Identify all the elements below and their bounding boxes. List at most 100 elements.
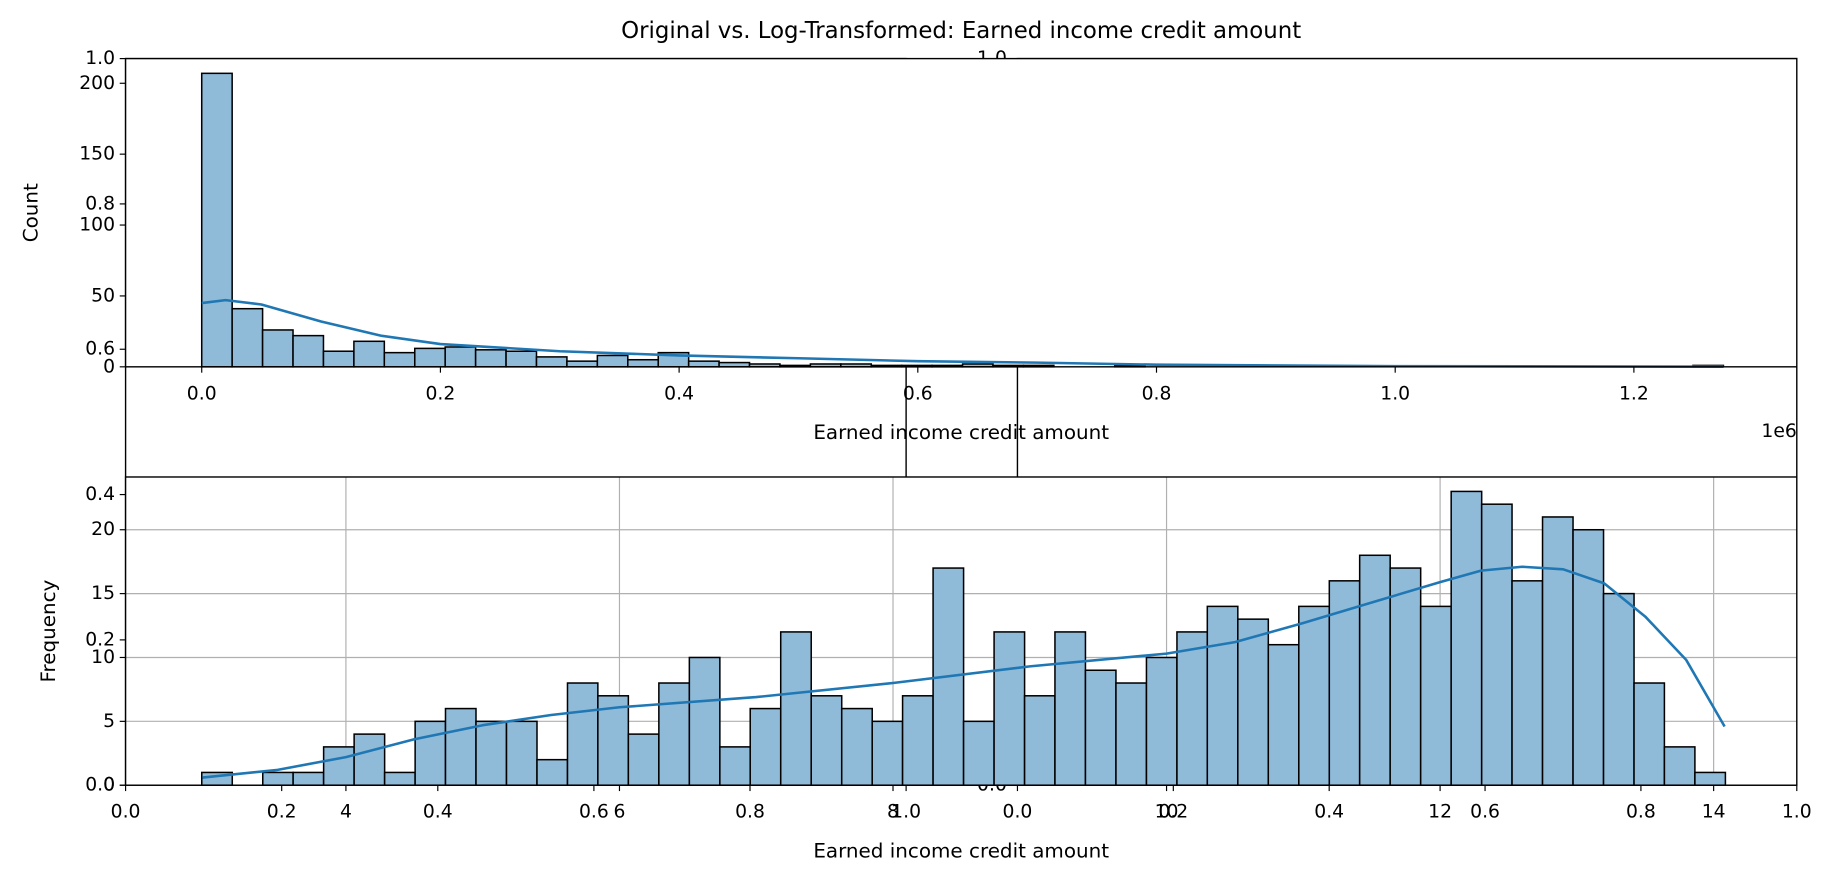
- bar: [962, 720, 995, 786]
- bar: [687, 360, 720, 368]
- y-tick-label: 0: [103, 356, 115, 377]
- x-tick-label: 8: [887, 802, 899, 823]
- bar: [413, 347, 446, 368]
- bar: [1267, 643, 1300, 786]
- x-tick-label: 0.4: [423, 802, 453, 823]
- y-tick-label: 20: [91, 519, 115, 540]
- x-tick-label: 0.8: [1142, 383, 1172, 404]
- bar: [779, 631, 812, 786]
- bar: [1511, 580, 1544, 786]
- bar: [383, 771, 416, 786]
- bar: [688, 656, 721, 786]
- bar: [658, 682, 691, 786]
- y-axis-label: Count: [19, 183, 42, 242]
- bar: [1054, 631, 1087, 786]
- bar: [1389, 567, 1422, 786]
- x-tick-label: 1.0: [1380, 383, 1410, 404]
- x-tick-label: 14: [1702, 802, 1726, 823]
- bar: [993, 631, 1026, 786]
- bar: [444, 707, 477, 786]
- y-tick-label: 0: [103, 775, 115, 796]
- x-offset-label: 1e6: [1761, 421, 1796, 442]
- bar: [292, 334, 325, 368]
- y-tick-label: 0.4: [85, 484, 115, 505]
- y-tick-label: 0.6: [85, 339, 115, 360]
- bar: [444, 346, 477, 368]
- bar: [627, 358, 659, 368]
- y-tick-label: 1.0: [85, 48, 115, 69]
- bar: [1480, 503, 1513, 786]
- bar: [1419, 605, 1452, 786]
- x-tick-label: 0.6: [903, 383, 933, 404]
- bar: [871, 720, 904, 786]
- y-tick-label: 0.0: [85, 775, 115, 796]
- bar: [1572, 528, 1605, 786]
- bar: [1633, 682, 1666, 786]
- x-axis-label: Earned income credit amount: [813, 840, 1109, 863]
- x-tick-label: 12: [1428, 802, 1452, 823]
- bar: [383, 351, 416, 368]
- bar: [596, 354, 629, 368]
- x-tick-label: 1.2: [1619, 383, 1649, 404]
- x-tick-label: 0.4: [664, 383, 694, 404]
- y-axis-label: Frequency: [37, 579, 60, 682]
- y-tick-label: 0.2: [85, 629, 115, 650]
- bar: [414, 720, 447, 786]
- x-axis-label: Earned income credit amount: [813, 421, 1109, 444]
- x-tick-label: 0.8: [1626, 802, 1656, 823]
- bar: [261, 329, 294, 368]
- bar: [200, 72, 233, 368]
- bar: [1023, 695, 1056, 786]
- bar: [1206, 605, 1239, 786]
- kde-line: [202, 565, 1726, 779]
- bar: [535, 356, 568, 368]
- x-tick-label: 1.0: [1782, 802, 1812, 823]
- bar: [262, 771, 294, 786]
- x-tick-label: 0.4: [1314, 802, 1344, 823]
- x-tick-label: 0.2: [267, 802, 297, 823]
- bar: [353, 340, 386, 368]
- bar: [719, 746, 751, 786]
- bar: [1602, 592, 1635, 786]
- bar: [566, 360, 599, 368]
- bar: [1541, 516, 1574, 786]
- y-tick-label: 0.8: [85, 193, 115, 214]
- bar: [1237, 618, 1270, 786]
- y-tick-label: 200: [79, 73, 115, 94]
- bar: [1145, 656, 1178, 786]
- bar: [322, 746, 355, 786]
- bar: [566, 682, 599, 786]
- y-tick-label: 15: [91, 583, 115, 604]
- x-tick-label: 10: [1155, 802, 1179, 823]
- bar: [536, 758, 569, 786]
- bar: [1358, 554, 1391, 786]
- bar: [627, 733, 660, 786]
- bar: [1115, 682, 1148, 786]
- x-tick-label: 0.8: [735, 802, 765, 823]
- bar: [1694, 771, 1727, 786]
- bar: [322, 350, 355, 368]
- figure-title: Original vs. Log-Transformed: Earned inc…: [621, 18, 1301, 44]
- bar: [231, 307, 264, 368]
- y-tick-label: 100: [79, 215, 115, 236]
- x-tick-label: 4: [340, 802, 352, 823]
- bar: [840, 707, 873, 786]
- x-tick-label: 0.0: [111, 802, 141, 823]
- x-tick-label: 0.0: [187, 383, 217, 404]
- x-tick-label: 6: [613, 802, 625, 823]
- x-tick-label: 0.6: [579, 802, 609, 823]
- axes-frame: [124, 57, 1798, 368]
- y-tick-label: 50: [91, 285, 115, 306]
- bar: [1450, 490, 1483, 786]
- bar: [505, 720, 538, 786]
- x-tick-label: 0.0: [1003, 802, 1033, 823]
- y-tick-label: 150: [79, 144, 115, 165]
- kde-line: [201, 298, 1724, 368]
- bar: [810, 695, 843, 786]
- axes-background: [125, 58, 1797, 367]
- x-tick-label: 0.2: [426, 383, 456, 404]
- bar: [1663, 746, 1696, 786]
